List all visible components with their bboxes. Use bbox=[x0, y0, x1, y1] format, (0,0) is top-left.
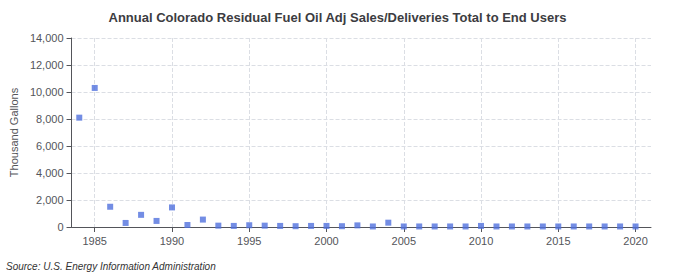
svg-text:6,000: 6,000 bbox=[36, 140, 64, 152]
svg-text:2005: 2005 bbox=[392, 235, 416, 247]
svg-text:Thousand Gallons: Thousand Gallons bbox=[8, 87, 20, 177]
svg-text:Annual Colorado Residual Fuel: Annual Colorado Residual Fuel Oil Adj Sa… bbox=[109, 10, 567, 25]
svg-text:1990: 1990 bbox=[160, 235, 184, 247]
svg-text:2015: 2015 bbox=[546, 235, 570, 247]
svg-text:2000: 2000 bbox=[314, 235, 338, 247]
svg-text:2020: 2020 bbox=[623, 235, 647, 247]
svg-text:10,000: 10,000 bbox=[30, 86, 64, 98]
svg-text:2,000: 2,000 bbox=[36, 194, 64, 206]
svg-text:1985: 1985 bbox=[82, 235, 106, 247]
svg-text:0: 0 bbox=[57, 221, 63, 233]
svg-text:14,000: 14,000 bbox=[30, 32, 64, 44]
svg-text:1995: 1995 bbox=[237, 235, 261, 247]
svg-text:2010: 2010 bbox=[469, 235, 493, 247]
svg-text:12,000: 12,000 bbox=[30, 59, 64, 71]
svg-text:Source: U.S. Energy Informatio: Source: U.S. Energy Information Administ… bbox=[6, 261, 216, 272]
svg-text:4,000: 4,000 bbox=[36, 167, 64, 179]
svg-text:8,000: 8,000 bbox=[36, 113, 64, 125]
